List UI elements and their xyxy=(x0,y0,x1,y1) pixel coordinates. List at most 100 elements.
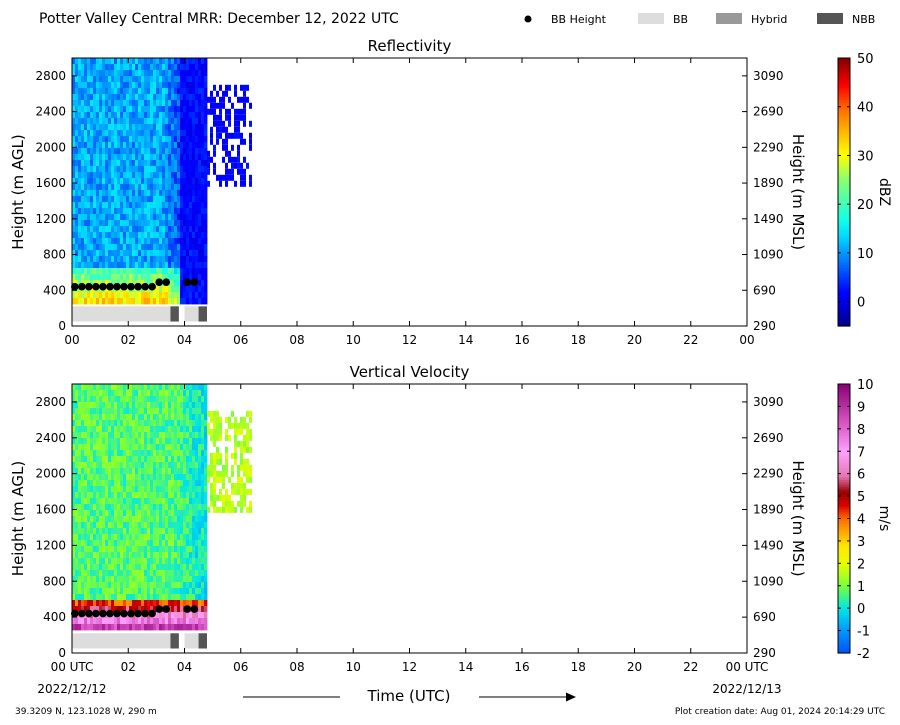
heatmap-cell xyxy=(204,492,208,499)
heatmap-cell xyxy=(204,498,208,505)
heatmap-cell xyxy=(243,174,246,181)
heatmap-cell xyxy=(75,202,79,209)
heatmap-cell xyxy=(123,504,127,511)
heatmap-cell xyxy=(87,426,91,433)
heatmap-cell xyxy=(81,486,85,493)
heatmap-cell xyxy=(183,214,187,221)
heatmap-cell xyxy=(183,136,187,143)
heatmap-cell xyxy=(111,618,115,625)
heatmap-cell xyxy=(141,142,145,149)
heatmap-cell xyxy=(156,582,160,589)
heatmap-cell xyxy=(96,112,100,119)
heatmap-cell xyxy=(162,600,166,607)
heatmap-cell xyxy=(183,226,187,233)
heatmap-cell xyxy=(90,522,94,529)
heatmap-cell xyxy=(171,396,175,403)
heatmap-cell xyxy=(237,96,240,103)
heatmap-cell xyxy=(120,588,124,595)
heatmap-cell xyxy=(129,450,133,457)
heatmap-cell xyxy=(195,262,199,269)
heatmap-cell xyxy=(171,124,175,131)
heatmap-cell xyxy=(180,462,184,469)
heatmap-cell xyxy=(222,482,225,489)
heatmap-cell xyxy=(156,58,160,65)
heatmap-cell xyxy=(114,172,118,179)
heatmap-cell xyxy=(126,522,130,529)
heatmap-cell xyxy=(87,462,91,469)
heatmap-cell xyxy=(210,108,213,115)
heatmap-cell xyxy=(108,160,112,167)
heatmap-cell xyxy=(81,618,85,625)
heatmap-cell xyxy=(195,202,199,209)
heatmap-cell xyxy=(81,70,85,77)
heatmap-cell xyxy=(123,274,127,281)
heatmap-cell xyxy=(246,470,249,477)
heatmap-cell xyxy=(168,208,172,215)
heatmap-cell xyxy=(75,166,79,173)
heatmap-cell xyxy=(192,298,196,305)
heatmap-cell xyxy=(183,480,187,487)
heatmap-cell xyxy=(93,510,97,517)
heatmap-cell xyxy=(72,546,76,553)
heatmap-cell xyxy=(132,528,136,535)
heatmap-cell xyxy=(165,214,169,221)
heatmap-cell xyxy=(135,244,139,251)
heatmap-cell xyxy=(201,208,205,215)
heatmap-cell xyxy=(198,540,202,547)
heatmap-cell xyxy=(126,58,130,65)
heatmap-cell xyxy=(96,232,100,239)
heatmap-cell xyxy=(87,112,91,119)
x-tick-label: 20 xyxy=(627,660,642,674)
bb-height-point xyxy=(78,282,86,291)
heatmap-cell xyxy=(117,528,121,535)
heatmap-cell xyxy=(240,464,243,471)
heatmap-cell xyxy=(153,492,157,499)
heatmap-cell xyxy=(222,90,225,97)
heatmap-cell xyxy=(72,190,76,197)
heatmap-cell xyxy=(72,480,76,487)
heatmap-cell xyxy=(192,402,196,409)
heatmap-cell xyxy=(174,250,178,257)
bb-height-point xyxy=(99,282,107,291)
heatmap-cell xyxy=(150,76,154,83)
heatmap-cell xyxy=(198,420,202,427)
heatmap-cell xyxy=(132,444,136,451)
heatmap-cell xyxy=(159,552,163,559)
heatmap-cell xyxy=(111,468,115,475)
heatmap-cell xyxy=(123,256,127,263)
heatmap-cell xyxy=(162,420,166,427)
heatmap-cell xyxy=(171,414,175,421)
heatmap-cell xyxy=(120,438,124,445)
heatmap-cell xyxy=(246,162,249,169)
heatmap-cell xyxy=(132,480,136,487)
heatmap-cell xyxy=(156,220,160,227)
heatmap-cell xyxy=(108,450,112,457)
heatmap-cell xyxy=(201,498,205,505)
colorbar-step xyxy=(838,486,850,490)
heatmap-cell xyxy=(180,70,184,77)
heatmap-cell xyxy=(126,600,130,607)
heatmap-cell xyxy=(96,426,100,433)
heatmap-cell xyxy=(201,148,205,155)
heatmap-cell xyxy=(192,94,196,101)
heatmap-cell xyxy=(153,190,157,197)
colorbar-step xyxy=(838,138,850,142)
heatmap-cell xyxy=(78,474,82,481)
heatmap-cell xyxy=(177,600,181,607)
heatmap-cell xyxy=(150,130,154,137)
heatmap-cell xyxy=(105,82,109,89)
heatmap-cell xyxy=(78,202,82,209)
heatmap-cell xyxy=(153,262,157,269)
heatmap-cell xyxy=(123,618,127,625)
heatmap-cell xyxy=(171,250,175,257)
heatmap-cell xyxy=(186,70,190,77)
heatmap-cell xyxy=(153,534,157,541)
heatmap-cell xyxy=(180,414,184,421)
heatmap-cell xyxy=(108,166,112,173)
heatmap-cell xyxy=(90,130,94,137)
heatmap-cell xyxy=(183,492,187,499)
heatmap-cell xyxy=(99,178,103,185)
heatmap-cell xyxy=(105,564,109,571)
heatmap-cell xyxy=(192,474,196,481)
heatmap-cell xyxy=(195,540,199,547)
